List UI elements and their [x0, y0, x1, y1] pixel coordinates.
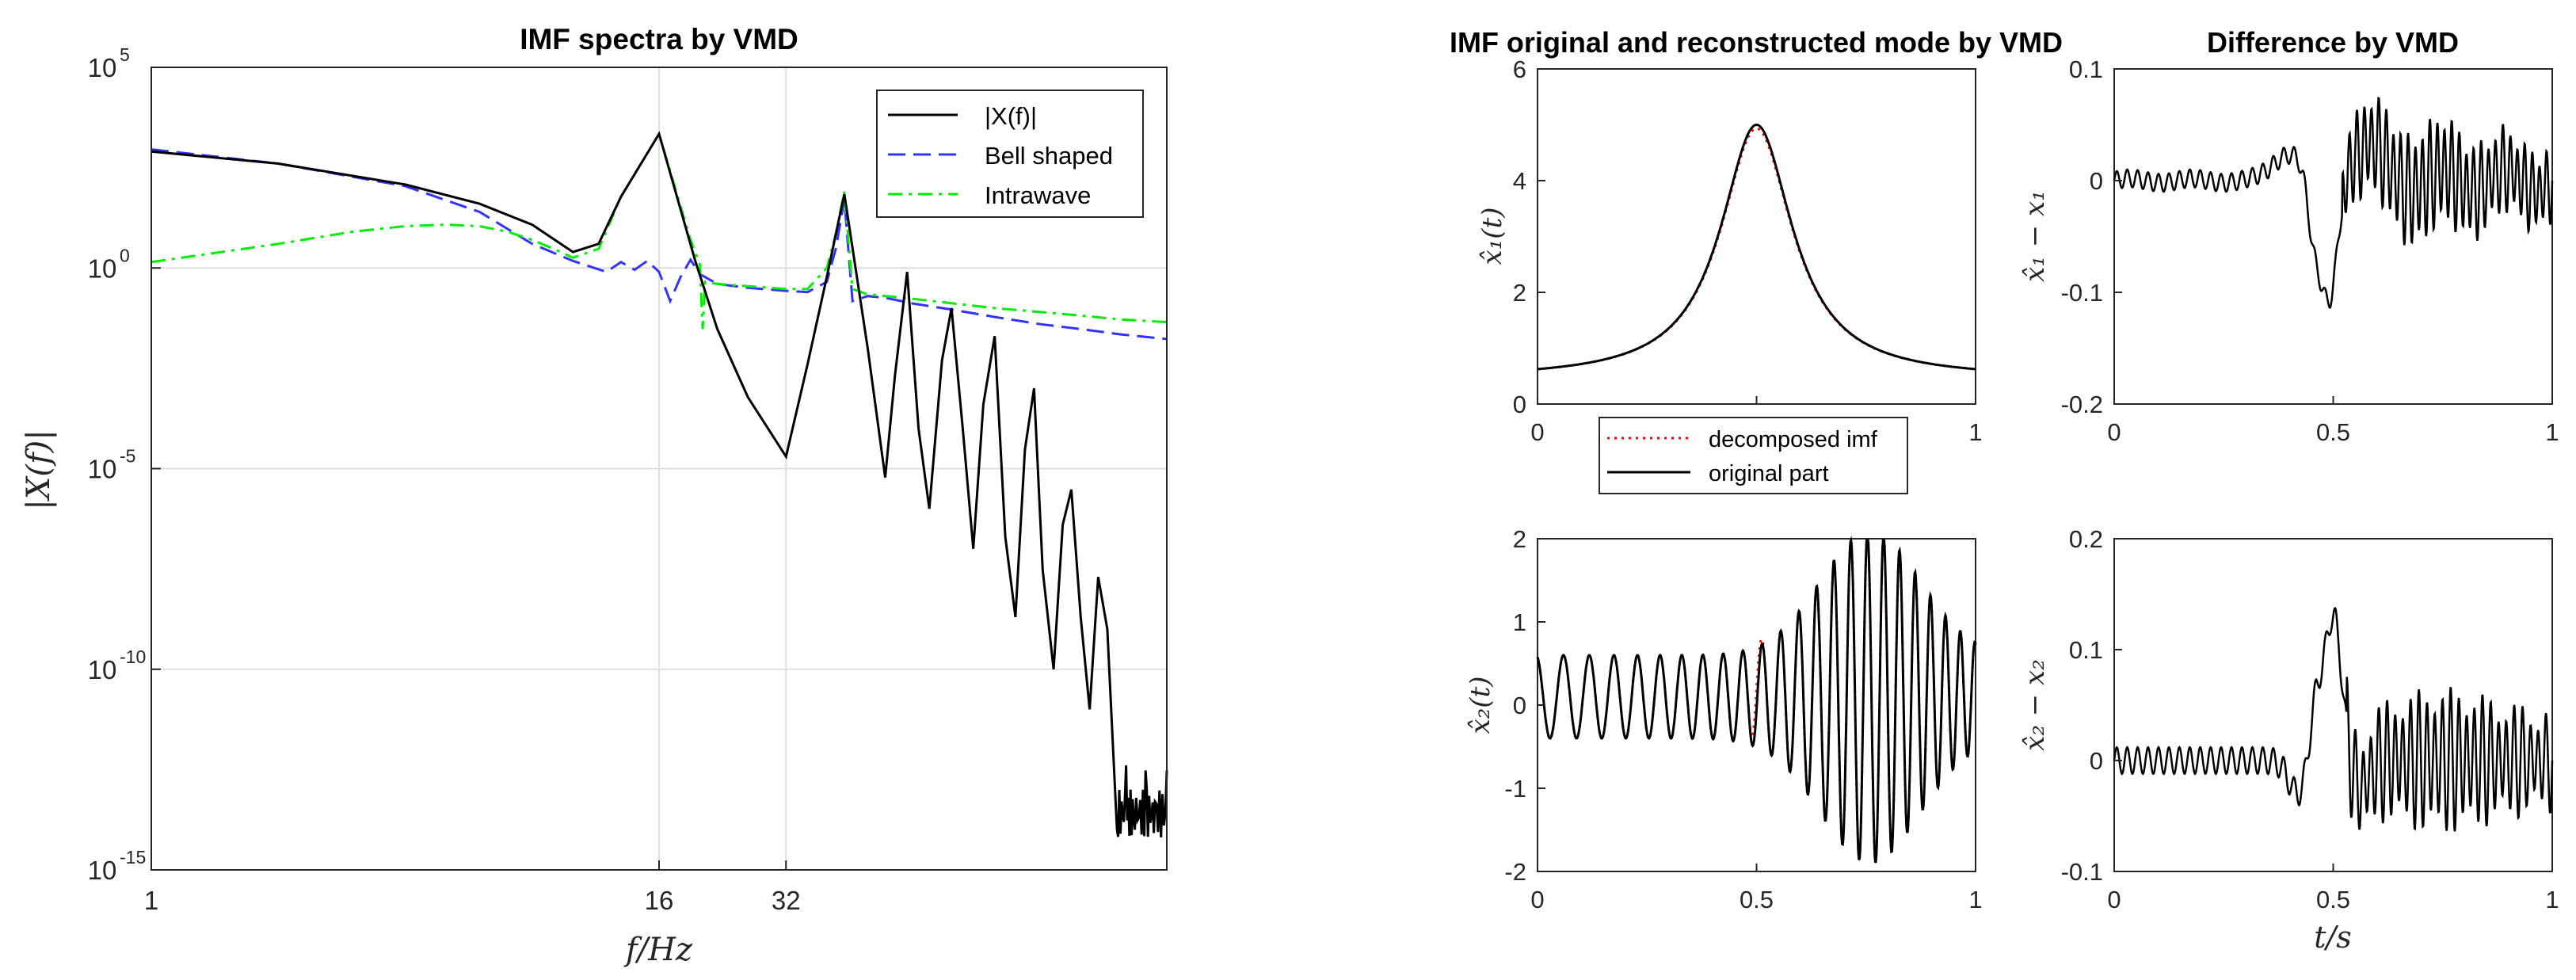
- spectra-grid: [151, 67, 1167, 870]
- legend-label-intrawave: Intrawave: [985, 181, 1091, 209]
- mode1-xtick-label: 1: [1968, 418, 1982, 446]
- spectra-ytick-exponent: -5: [120, 446, 135, 467]
- diff2-ytick-label: 0.2: [2069, 525, 2103, 553]
- diff1-lines: [2113, 97, 2554, 310]
- mode1-ytick-label: 4: [1513, 167, 1526, 195]
- mode2-lines: [1536, 536, 1977, 864]
- mode1-title: IMF original and reconstructed mode by V…: [1450, 26, 2063, 59]
- mode2-ticks: 0 0.5 1 -2 -1 0 1 2: [1504, 525, 1982, 913]
- mode2-xtick-label: 0.5: [1740, 886, 1774, 913]
- legend-label-xf: |X(f)|: [985, 102, 1037, 130]
- mode1-axes-box: [1537, 68, 1976, 405]
- diff1-ytick-label: 0.1: [2069, 55, 2103, 83]
- mode1-ylabel: x̂₁(t): [1477, 208, 1508, 265]
- spectra-xlabel: f/Hz: [623, 932, 693, 968]
- mode2-original-line: [1536, 536, 1977, 864]
- diff1-panel: 0 0.5 1 -0.2 -0.1 0 0.1 Difference by VMD x̂₁ …: [2019, 26, 2559, 446]
- diff2-ylabel: x̂₂ − x₂: [2019, 659, 2051, 751]
- diff2-ytick-label: 0: [2090, 747, 2103, 775]
- spectra-line-xf: [151, 131, 1168, 838]
- mode1-ytick-label: 0: [1513, 391, 1526, 418]
- diff1-line: [2113, 97, 2554, 310]
- diff1-xtick-label: 0: [2107, 418, 2121, 446]
- diff2-xlabel: t/s: [2314, 920, 2352, 955]
- diff2-panel: 0 0.5 1-0.100.10.2 x̂₂ − x₂ t/s: [2019, 525, 2559, 955]
- mode2-xtick-label: 0: [1530, 886, 1544, 913]
- mode1-ytick-label: 6: [1513, 55, 1526, 83]
- diff1-ticks: 0 0.5 1 -0.2 -0.1 0 0.1: [2061, 55, 2559, 446]
- diff2-xtick-label: 1: [2545, 886, 2559, 913]
- diff2-ticks: 0 0.5 1-0.100.10.2: [2061, 525, 2559, 913]
- mode1-panel: 00.510246 IMF original and reconstructed…: [1450, 26, 2063, 446]
- legend-label-decomposed: decomposed imf: [1709, 427, 1878, 452]
- spectra-ytick-label: 10: [88, 455, 117, 484]
- diff2-ytick-label: 0.1: [2069, 636, 2103, 664]
- mode2-ytick-label: 1: [1513, 608, 1526, 636]
- mode1-original-line: [1537, 123, 1976, 371]
- diff1-ytick-label: -0.1: [2061, 279, 2103, 307]
- diff1-axes-box: [2113, 68, 2553, 405]
- spectra-ytick-exponent: 5: [120, 44, 130, 65]
- diff1-xtick-label: 1: [2545, 418, 2559, 446]
- spectra-line-intrawave: [151, 131, 1168, 330]
- mode2-panel: 0 0.5 1 -2 -1 0 1 2 x̂₂(t): [1465, 525, 1983, 913]
- diff1-ytick-label: 0: [2090, 167, 2103, 195]
- mode2-ylabel: x̂₂(t): [1465, 677, 1496, 734]
- spectra-xtick-label: 32: [772, 886, 801, 915]
- spectra-ytick-label: 10: [88, 655, 117, 684]
- spectra-xtick-label: 16: [645, 886, 674, 915]
- spectra-ytick-exponent: 0: [120, 245, 130, 265]
- diff1-ylabel: x̂₁ − x₁: [2019, 190, 2051, 282]
- mode2-ytick-label: 2: [1513, 525, 1526, 553]
- mode2-ytick-label: -2: [1504, 858, 1526, 886]
- spectra-title: IMF spectra by VMD: [520, 23, 798, 55]
- spectra-ytick-exponent: -15: [120, 847, 146, 868]
- diff2-line: [2113, 607, 2554, 832]
- spectra-lines: [151, 131, 1168, 838]
- mode-legend-box: [1599, 417, 1908, 494]
- mode1-ytick-label: 2: [1513, 279, 1526, 307]
- diff1-title: Difference by VMD: [2207, 26, 2459, 59]
- spectra-line-bell: [151, 148, 1168, 341]
- diff2-ytick-label: -0.1: [2061, 858, 2103, 886]
- mode1-xtick-label: 0: [1530, 418, 1544, 446]
- diff1-ytick-label: -0.2: [2061, 391, 2103, 418]
- spectra-ytick-exponent: -10: [120, 646, 146, 667]
- mode2-ytick-label: -1: [1504, 775, 1526, 803]
- legend-label-bell: Bell shaped: [985, 142, 1113, 170]
- mode2-xtick-label: 1: [1968, 886, 1982, 913]
- spectra-ytick-label: 10: [88, 254, 117, 283]
- diff2-xtick-label: 0: [2107, 886, 2121, 913]
- mode-legend: decomposed imf original part: [1599, 417, 1908, 494]
- mode1-lines: [1537, 123, 1976, 371]
- spectra-legend: |X(f)| Bell shaped Intrawave: [876, 90, 1144, 218]
- legend-label-original: original part: [1709, 461, 1829, 486]
- diff2-xtick-label: 0.5: [2316, 886, 2350, 913]
- spectra-ylabel: |X(f)|: [21, 429, 57, 509]
- spectra-ytick-label: 10: [88, 856, 117, 885]
- diff1-xtick-label: 0.5: [2316, 418, 2350, 446]
- spectra-ytick-label: 10: [88, 53, 117, 82]
- mode2-ytick-label: 0: [1513, 692, 1526, 719]
- diff2-lines: [2113, 607, 2554, 832]
- spectra-xtick-label: 1: [144, 886, 158, 915]
